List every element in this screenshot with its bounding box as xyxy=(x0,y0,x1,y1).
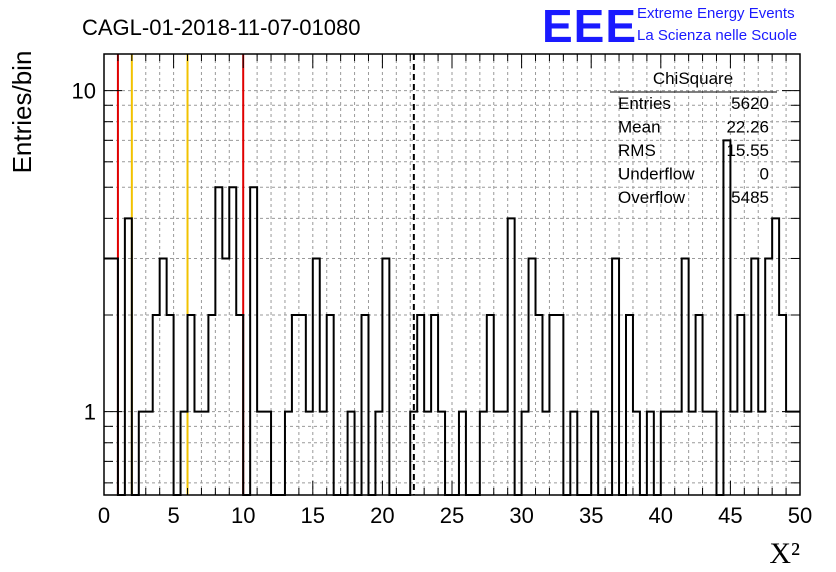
stats-value: 22.26 xyxy=(726,118,769,137)
histogram-bin xyxy=(362,315,369,495)
histogram-bin xyxy=(626,315,633,495)
logo-line-2: La Scienza nelle Scuole xyxy=(637,27,797,44)
histogram-bin xyxy=(313,258,320,495)
histogram-bin xyxy=(215,187,222,495)
y-tick-labels: 1 10 xyxy=(72,79,96,425)
histogram-bin xyxy=(696,315,703,495)
histogram-bin xyxy=(299,315,306,495)
x-tick-label: 0 xyxy=(98,503,110,528)
histogram-bin xyxy=(508,218,515,495)
stats-title: ChiSquare xyxy=(653,69,733,88)
logo-line-1: Extreme Energy Events xyxy=(637,5,795,22)
stats-rows: Entries 5620 Mean 22.26 RMS 15.55 Underflow 0 Ov… xyxy=(618,94,769,207)
histogram-bin xyxy=(222,258,229,495)
histogram-bin xyxy=(529,258,536,495)
x-tick-label: 5 xyxy=(167,503,179,528)
logo-mark: EEE xyxy=(542,0,637,52)
histogram-bin xyxy=(104,258,111,495)
stats-box: ChiSquare Entries 5620 Mean 22.26 RMS 15.55 Un… xyxy=(610,69,777,207)
histogram-bin xyxy=(382,258,389,495)
eee-logo: EEE Extreme Energy Events La Scienza nel… xyxy=(542,0,797,52)
histogram-bin xyxy=(682,258,689,495)
histogram-bin xyxy=(236,315,243,495)
histogram-bin xyxy=(229,187,236,495)
histogram-bin xyxy=(292,315,299,495)
histogram-bin xyxy=(751,258,758,495)
histogram-bin xyxy=(612,258,619,495)
stats-value: 5620 xyxy=(731,94,769,113)
histogram-bin xyxy=(417,315,424,495)
histogram-bin xyxy=(772,218,779,495)
stats-value: 15.55 xyxy=(726,141,769,160)
histogram-bin xyxy=(431,315,438,495)
stats-value: 0 xyxy=(760,165,769,184)
histogram-bin xyxy=(536,315,543,495)
histogram-bin xyxy=(737,315,744,495)
axis-ticks xyxy=(103,54,801,495)
x-tick-labels: 0 5 10 15 20 25 30 35 40 45 50 xyxy=(98,503,812,528)
histogram-bin xyxy=(250,187,257,495)
x-tick-label: 20 xyxy=(370,503,394,528)
histogram-bin xyxy=(125,218,132,495)
x-tick-label: 40 xyxy=(649,503,673,528)
x-tick-label: 45 xyxy=(718,503,742,528)
stats-label: Overflow xyxy=(618,188,686,207)
histogram-bin xyxy=(487,315,494,495)
grid xyxy=(104,54,800,495)
x-axis-label: X² xyxy=(769,537,800,570)
stats-label: Entries xyxy=(618,94,671,113)
stats-value: 5485 xyxy=(731,188,769,207)
x-tick-label: 15 xyxy=(301,503,325,528)
histogram-bin xyxy=(765,258,772,495)
histogram-bin xyxy=(153,315,160,495)
x-tick-label: 35 xyxy=(579,503,603,528)
y-tick-label: 10 xyxy=(72,79,96,104)
histogram-bin xyxy=(556,315,563,495)
x-tick-label: 10 xyxy=(231,503,255,528)
histogram-bin xyxy=(167,315,174,495)
histogram-bin xyxy=(723,140,730,495)
stats-label: Mean xyxy=(618,118,661,137)
histogram-bin xyxy=(188,315,195,495)
y-axis-label: Entries/bin xyxy=(7,51,37,174)
x-tick-label: 50 xyxy=(788,503,812,528)
histogram-bin xyxy=(111,258,118,495)
histogram-bin xyxy=(327,315,334,495)
x-tick-label: 30 xyxy=(509,503,533,528)
y-tick-label: 1 xyxy=(84,400,96,425)
histogram-bin xyxy=(208,315,215,495)
histogram-bin xyxy=(549,315,556,495)
stats-label: Underflow xyxy=(618,165,695,184)
chart-title: CAGL-01-2018-11-07-01080 xyxy=(82,15,360,40)
stats-label: RMS xyxy=(618,141,656,160)
histogram-bin xyxy=(160,258,167,495)
histogram-bin xyxy=(779,315,786,495)
x-tick-label: 25 xyxy=(440,503,464,528)
